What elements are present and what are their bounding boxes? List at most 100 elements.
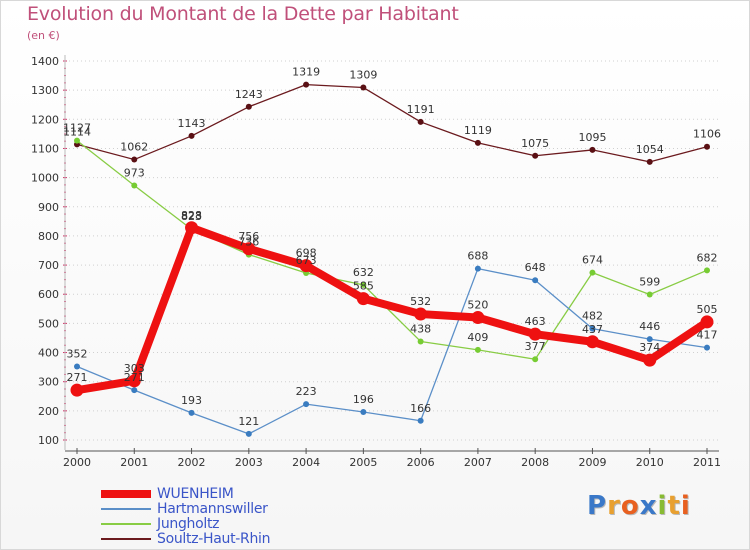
series-lines <box>70 81 714 437</box>
data-point-wuenheim <box>299 259 313 273</box>
data-label-hartmannswiller: 121 <box>238 415 259 428</box>
x-tick-label: 2002 <box>178 456 206 469</box>
y-tick-label: 1400 <box>31 55 59 68</box>
data-label-jungholtz: 377 <box>525 340 546 353</box>
series-line-hartmannswiller <box>76 267 708 435</box>
x-tick-label: 2006 <box>407 456 435 469</box>
data-label-hartmannswiller: 648 <box>525 261 546 274</box>
data-point-hartmannswiller <box>360 409 367 416</box>
x-tick-label: 2005 <box>349 456 377 469</box>
data-label-jungholtz: 674 <box>582 254 603 267</box>
data-label-hartmannswiller: 166 <box>410 402 431 415</box>
data-label-jungholtz: 599 <box>639 276 660 289</box>
data-label-soultz-haut-rhin: 1309 <box>349 69 377 82</box>
data-point-soultz-haut-rhin <box>188 132 195 139</box>
logo-letter: r <box>607 491 621 521</box>
data-point-jungholtz <box>474 346 481 353</box>
y-tick-label: 500 <box>38 317 59 330</box>
y-tick-label: 600 <box>38 288 59 301</box>
y-tick-label: 300 <box>38 376 59 389</box>
data-point-wuenheim <box>414 307 428 321</box>
data-point-jungholtz <box>131 182 138 189</box>
data-label-wuenheim: 520 <box>467 299 488 312</box>
legend-label: Soultz-Haut-Rhin <box>157 531 271 547</box>
data-label-soultz-haut-rhin: 1114 <box>63 125 91 138</box>
data-label-wuenheim: 271 <box>67 371 88 384</box>
legend-label: WUENHEIM <box>157 486 234 502</box>
data-label-jungholtz: 973 <box>124 166 145 179</box>
chart-title: Evolution du Montant de la Dette par Hab… <box>27 3 459 25</box>
data-point-wuenheim <box>528 327 542 341</box>
data-label-jungholtz: 1127 <box>63 122 91 135</box>
data-label-wuenheim: 532 <box>410 295 431 308</box>
data-label-wuenheim: 374 <box>639 341 660 354</box>
chart-unit: (en €) <box>27 29 60 42</box>
data-point-wuenheim <box>127 374 141 388</box>
data-label-wuenheim: 698 <box>296 247 317 260</box>
data-label-hartmannswiller: 196 <box>353 393 374 406</box>
data-point-wuenheim <box>700 315 714 329</box>
y-tick-label: 100 <box>38 434 59 447</box>
data-label-soultz-haut-rhin: 1143 <box>178 117 206 130</box>
data-point-wuenheim <box>185 221 199 235</box>
data-point-jungholtz <box>532 356 539 363</box>
data-point-soultz-haut-rhin <box>417 118 424 125</box>
data-point-hartmannswiller <box>589 325 596 332</box>
data-label-hartmannswiller: 417 <box>697 329 718 342</box>
x-tick-label: 2004 <box>292 456 320 469</box>
data-point-jungholtz <box>646 291 653 298</box>
data-point-hartmannswiller <box>188 409 195 416</box>
data-point-wuenheim <box>471 311 485 325</box>
data-label-soultz-haut-rhin: 1106 <box>693 128 721 141</box>
grid-lines <box>65 60 719 441</box>
x-tick-label: 2008 <box>521 456 549 469</box>
data-label-soultz-haut-rhin: 1191 <box>407 103 435 116</box>
data-point-jungholtz <box>74 137 80 144</box>
data-label-wuenheim: 437 <box>582 323 603 336</box>
y-tick-label: 400 <box>38 347 59 360</box>
data-point-wuenheim <box>70 383 84 397</box>
data-label-jungholtz: 438 <box>410 322 431 335</box>
logo-letter: P <box>587 491 608 521</box>
data-label-wuenheim: 756 <box>238 230 259 243</box>
legend-label: Jungholtz <box>157 516 220 532</box>
data-point-wuenheim <box>356 292 370 306</box>
data-point-soultz-haut-rhin <box>131 156 138 163</box>
data-point-soultz-haut-rhin <box>474 139 481 146</box>
data-label-wuenheim: 303 <box>124 362 145 375</box>
x-tick-label: 2011 <box>693 456 721 469</box>
proxiti-logo: Proxiti <box>587 491 691 521</box>
y-tick-label: 1300 <box>31 84 59 97</box>
axes: 100 200 300 400 500 600 700 800 900 1000 1100 1200 1… <box>31 55 721 469</box>
data-point-hartmannswiller <box>417 417 424 424</box>
data-label-soultz-haut-rhin: 1243 <box>235 88 263 101</box>
data-point-jungholtz <box>417 338 424 345</box>
data-point-hartmannswiller <box>704 344 710 351</box>
logo-letter: i <box>680 491 691 521</box>
legend-swatch <box>101 508 151 510</box>
data-point-soultz-haut-rhin <box>646 158 653 165</box>
data-point-soultz-haut-rhin <box>532 152 539 159</box>
logo-letter: t <box>667 491 681 521</box>
logo-letter: i <box>657 491 668 521</box>
x-tick-label: 2009 <box>578 456 606 469</box>
data-point-soultz-haut-rhin <box>303 81 310 88</box>
data-label-wuenheim: 463 <box>525 315 546 328</box>
y-tick-label: 800 <box>38 230 59 243</box>
data-point-wuenheim <box>585 335 599 349</box>
logo-letter: o <box>620 491 640 521</box>
y-tick-label: 900 <box>38 201 59 214</box>
y-tick-label: 1200 <box>31 113 59 126</box>
series-line-wuenheim <box>76 223 710 395</box>
data-point-soultz-haut-rhin <box>589 146 596 153</box>
logo-letter: x <box>639 491 658 521</box>
data-label-hartmannswiller: 271 <box>124 371 145 384</box>
data-label-hartmannswiller: 223 <box>296 385 317 398</box>
legend-swatch <box>101 490 151 498</box>
data-label-wuenheim: 585 <box>353 280 374 293</box>
series-line-soultz-haut-rhin <box>76 83 708 163</box>
data-label-soultz-haut-rhin: 1119 <box>464 124 492 137</box>
y-tick-label: 700 <box>38 259 59 272</box>
data-point-hartmannswiller <box>303 401 310 408</box>
